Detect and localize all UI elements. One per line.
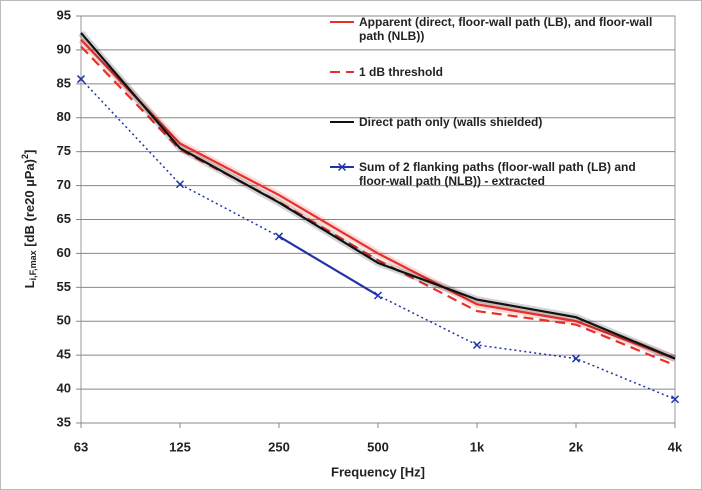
legend-item: Direct path only (walls shielded) — [329, 115, 654, 129]
legend-label: Apparent (direct, floor-wall path (LB), … — [359, 15, 653, 43]
x-tick-label: 4k — [668, 439, 683, 454]
y-tick-label: 80 — [57, 109, 71, 124]
series-line — [80, 32, 676, 360]
x-tick-label: 2k — [569, 439, 584, 454]
legend-label: Sum of 2 flanking paths (floor-wall path… — [359, 160, 636, 188]
point-marker — [373, 291, 383, 300]
y-tick-label: 70 — [57, 177, 71, 192]
point-marker — [571, 354, 581, 363]
series-line — [80, 45, 676, 367]
y-tick-label: 50 — [57, 313, 71, 328]
legend-item: Sum of 2 flanking paths (floor-wall path… — [329, 160, 654, 188]
x-tick-label: 250 — [268, 439, 290, 454]
series-segment — [278, 235, 379, 297]
y-tick-label: 75 — [57, 143, 71, 158]
x-axis-label: Frequency [Hz] — [331, 464, 425, 479]
x-tick-label: 1k — [470, 439, 485, 454]
y-label-rest: [dB (re20 µPa) — [22, 159, 37, 250]
series-line — [80, 38, 676, 360]
x-tick-label: 125 — [169, 439, 191, 454]
y-tick-label: 55 — [57, 279, 71, 294]
point-marker — [274, 232, 284, 241]
legend-swatch — [330, 121, 354, 123]
y-tick-label: 90 — [57, 41, 71, 56]
y-tick-label: 85 — [57, 75, 71, 90]
y-label-sub: i,F,max — [28, 250, 38, 280]
point-marker — [76, 75, 86, 84]
legend-marker — [337, 162, 347, 172]
y-tick-label: 95 — [57, 7, 71, 22]
legend-item: Apparent (direct, floor-wall path (LB), … — [329, 15, 654, 43]
y-tick-label: 35 — [57, 414, 71, 429]
legend-swatch — [330, 71, 354, 73]
y-label-main: L — [22, 280, 37, 288]
y-label-sup: 2 — [20, 154, 30, 159]
y-axis-label: Li,F,max [dB (re20 µPa)2] — [20, 150, 38, 289]
legend-swatch — [330, 162, 354, 172]
y-tick-label: 60 — [57, 245, 71, 260]
point-marker — [670, 395, 680, 404]
y-tick-label: 65 — [57, 211, 71, 226]
y-tick-label: 45 — [57, 347, 71, 362]
legend-item: 1 dB threshold — [329, 65, 654, 79]
legend-label: Direct path only (walls shielded) — [359, 115, 543, 129]
y-label-end: ] — [22, 150, 37, 154]
point-marker — [175, 180, 185, 189]
legend-swatch — [330, 21, 354, 23]
x-tick-label: 500 — [367, 439, 389, 454]
x-tick-label: 63 — [74, 439, 88, 454]
legend-label: 1 dB threshold — [359, 65, 444, 79]
point-marker — [472, 340, 482, 350]
y-tick-label: 40 — [57, 381, 71, 396]
